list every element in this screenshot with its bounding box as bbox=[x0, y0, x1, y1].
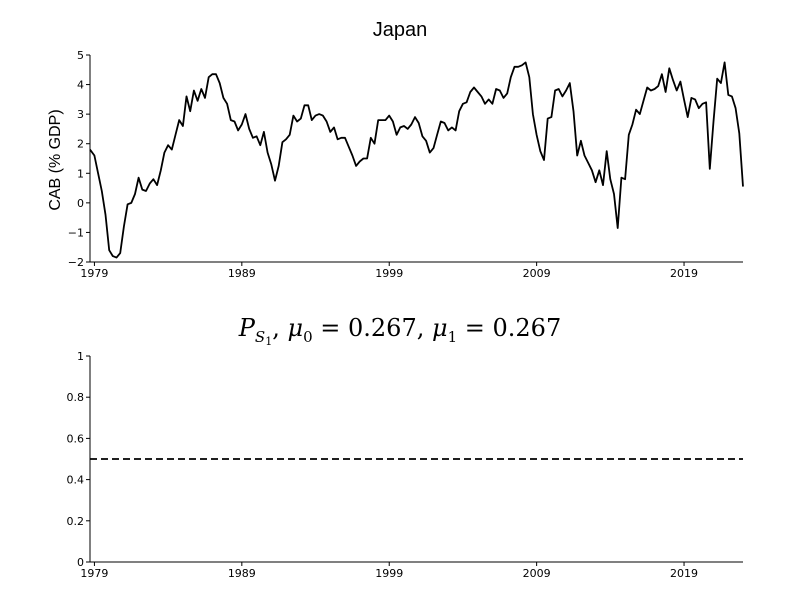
title-comma-1: , bbox=[272, 314, 287, 342]
top-chart-x-tick-label: 1989 bbox=[228, 267, 256, 280]
top-chart-x-tick-label: 1999 bbox=[375, 267, 403, 280]
bottom-chart-y-tick-label: 0 bbox=[77, 556, 84, 569]
bottom-chart: PS1, μ0 = 0.267, μ1 = 0.267 00.20.40.60.… bbox=[67, 314, 743, 580]
top-chart-y-tick-label: −2 bbox=[68, 256, 84, 269]
bottom-chart-y-tick-label: 0.6 bbox=[67, 432, 85, 445]
bottom-chart-y-tick-label: 0.2 bbox=[67, 515, 85, 528]
top-chart-y-tick-label: 5 bbox=[77, 49, 84, 62]
title-mu1-sub: 1 bbox=[448, 328, 458, 346]
top-chart-y-tick-label: 0 bbox=[77, 197, 84, 210]
top-chart-y-axis-label: CAB (% GDP) bbox=[47, 109, 64, 210]
top-chart-x-tick-label: 2009 bbox=[523, 267, 551, 280]
top-chart: Japan CAB (% GDP) −2 −1 0 1 2 3 4 5 1979 1989 1999… bbox=[47, 19, 744, 280]
title-eq-2: = bbox=[457, 314, 492, 342]
bottom-chart-x-tick-label: 1979 bbox=[80, 567, 108, 580]
bottom-chart-title: PS1, μ0 = 0.267, μ1 = 0.267 bbox=[238, 314, 561, 348]
bottom-chart-x-tick-label: 1999 bbox=[375, 567, 403, 580]
bottom-chart-axes: 0 0.2 0.4 0.6 0.8 1 1979 1989 1999 2009 2019 bbox=[67, 350, 743, 580]
bottom-chart-y-tick-label: 0.4 bbox=[67, 474, 85, 487]
top-chart-y-tick-label: 1 bbox=[77, 167, 84, 180]
title-mu0: μ bbox=[287, 314, 303, 342]
title-mu0-value: 0.267 bbox=[348, 314, 417, 342]
title-comma-2: , bbox=[417, 314, 432, 342]
bottom-chart-y-tick-label: 0.8 bbox=[67, 391, 85, 404]
title-mu1-value: 0.267 bbox=[493, 314, 562, 342]
top-chart-series-line bbox=[89, 61, 744, 259]
top-chart-axes: −2 −1 0 1 2 3 4 5 1979 1989 1999 2009 2019 bbox=[68, 49, 743, 280]
bottom-chart-y-tick-label: 1 bbox=[77, 350, 84, 363]
title-s-sub: 1 bbox=[265, 335, 272, 348]
title-mu0-sub: 0 bbox=[303, 328, 313, 346]
top-chart-x-tick-label: 2019 bbox=[670, 267, 698, 280]
top-chart-y-tick-label: 2 bbox=[77, 138, 84, 151]
top-chart-y-tick-label: −1 bbox=[68, 226, 84, 239]
title-eq-1: = bbox=[313, 314, 348, 342]
top-chart-x-tick-label: 1979 bbox=[80, 267, 108, 280]
bottom-chart-x-tick-label: 2009 bbox=[523, 567, 551, 580]
bottom-chart-x-tick-label: 1989 bbox=[228, 567, 256, 580]
title-mu1: μ bbox=[432, 314, 448, 342]
bottom-chart-x-tick-label: 2019 bbox=[670, 567, 698, 580]
top-chart-title: Japan bbox=[373, 19, 428, 41]
top-chart-y-tick-label: 4 bbox=[77, 79, 84, 92]
title-s: S bbox=[255, 328, 265, 346]
top-chart-series bbox=[89, 61, 744, 259]
title-p: P bbox=[238, 314, 256, 342]
top-chart-y-tick-label: 3 bbox=[77, 108, 84, 121]
